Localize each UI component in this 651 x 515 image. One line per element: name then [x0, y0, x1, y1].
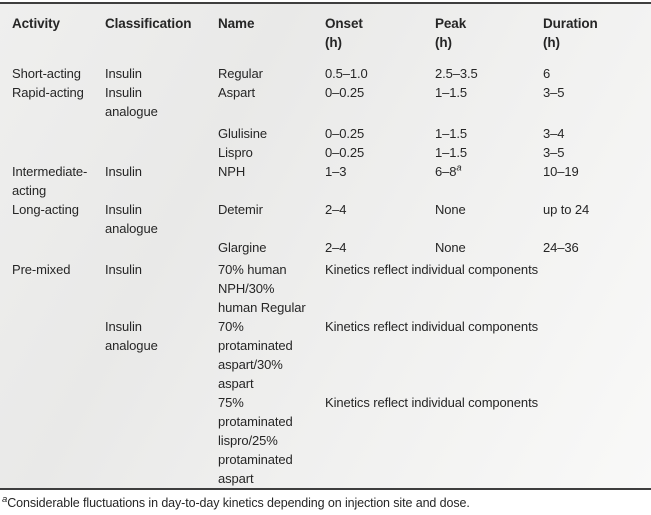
cell-classification: Insulin	[105, 66, 142, 81]
cell-name: 70% protaminated aspart/30% aspart	[218, 319, 293, 391]
cell-activity	[12, 317, 105, 393]
cell-name: Lispro	[218, 145, 253, 160]
col-header-duration: Duration (h)	[543, 16, 598, 50]
footnote-marker: a	[2, 493, 8, 505]
cell-name: Aspart	[218, 85, 255, 100]
cell-activity	[12, 143, 105, 162]
cell-activity: Intermediate- acting	[12, 164, 88, 198]
cell-activity	[12, 121, 105, 143]
col-header-activity: Activity	[12, 16, 60, 31]
cell-activity: Long-acting	[12, 202, 79, 217]
header-row: Activity Classification Name Onset (h) P…	[12, 4, 651, 64]
cell-onset: 0–0.25	[325, 85, 365, 100]
cell-activity	[12, 238, 105, 257]
cell-name: Detemir	[218, 202, 263, 217]
cell-peak: 6–8a	[435, 162, 543, 200]
cell-name: Regular	[218, 66, 263, 81]
cell-kinetics-note: Kinetics reflect individual components	[325, 262, 538, 277]
cell-peak: None	[435, 200, 543, 238]
cell-activity	[12, 393, 105, 488]
cell-duration: 10–19	[543, 164, 579, 179]
cell-peak: 1–1.5	[435, 121, 543, 143]
peak-footnote-marker: a	[456, 162, 462, 174]
cell-classification	[105, 393, 218, 488]
cell-name: 75% protaminated lispro/25% protaminated…	[218, 395, 293, 486]
cell-name: 70% human NPH/30% human Regular	[218, 262, 306, 315]
cell-name: Glulisine	[218, 126, 267, 141]
peak-value: 1–1.5	[435, 126, 468, 141]
table-footnote: aConsiderable fluctuations in day-to-day…	[2, 495, 651, 511]
peak-value: None	[435, 240, 466, 255]
table-row-glargine: Glargine 2–4 None 24–36	[12, 238, 651, 257]
cell-onset: 0–0.25	[325, 126, 365, 141]
cell-name: NPH	[218, 164, 246, 179]
table-row-premixed-aspart: Insulin analogue 70% protaminated aspart…	[12, 317, 651, 393]
cell-duration: 6	[543, 66, 551, 81]
table-row-aspart: Rapid-acting Insulin analogue Aspart 0–0…	[12, 83, 651, 121]
cell-onset: 1–3	[325, 164, 347, 179]
peak-value: 6–8	[435, 164, 457, 179]
table-row-premixed-lispro: 75% protaminated lispro/25% protaminated…	[12, 393, 651, 488]
insulin-kinetics-table-panel: Activity Classification Name Onset (h) P…	[0, 2, 651, 490]
cell-onset: 0–0.25	[325, 145, 365, 160]
insulin-kinetics-table: Activity Classification Name Onset (h) P…	[12, 4, 651, 488]
cell-duration: up to 24	[543, 202, 590, 217]
col-header-name: Name	[218, 16, 255, 31]
cell-kinetics-note: Kinetics reflect individual components	[325, 395, 538, 410]
cell-onset: 0.5–1.0	[325, 66, 368, 81]
cell-classification: Insulin	[105, 262, 142, 277]
table-row-glulisine: Glulisine 0–0.25 1–1.5 3–4	[12, 121, 651, 143]
cell-activity: Short-acting	[12, 66, 81, 81]
peak-value: None	[435, 202, 466, 217]
table-row-nph: Intermediate- acting Insulin NPH 1–3 6–8…	[12, 162, 651, 200]
cell-classification: Insulin analogue	[105, 319, 158, 353]
table-row-regular: Short-acting Insulin Regular 0.5–1.0 2.5…	[12, 64, 651, 83]
table-row-lispro: Lispro 0–0.25 1–1.5 3–5	[12, 143, 651, 162]
footnote-text: Considerable fluctuations in day-to-day …	[7, 496, 470, 510]
peak-value: 1–1.5	[435, 85, 468, 100]
cell-duration: 3–4	[543, 126, 565, 141]
cell-duration: 3–5	[543, 145, 565, 160]
cell-activity: Rapid-acting	[12, 85, 84, 100]
table-row-detemir: Long-acting Insulin analogue Detemir 2–4…	[12, 200, 651, 238]
cell-duration: 3–5	[543, 85, 565, 100]
cell-peak: 1–1.5	[435, 83, 543, 121]
cell-name: Glargine	[218, 240, 267, 255]
col-header-classification: Classification	[105, 16, 192, 31]
cell-classification: Insulin	[105, 164, 142, 179]
cell-onset: 2–4	[325, 240, 347, 255]
col-header-peak: Peak (h)	[435, 16, 467, 50]
cell-classification	[105, 121, 218, 143]
col-header-onset: Onset (h)	[325, 16, 363, 50]
cell-peak: 1–1.5	[435, 143, 543, 162]
cell-classification	[105, 143, 218, 162]
peak-value: 1–1.5	[435, 145, 468, 160]
cell-classification: Insulin analogue	[105, 202, 158, 236]
cell-classification	[105, 238, 218, 257]
cell-duration: 24–36	[543, 240, 579, 255]
cell-onset: 2–4	[325, 202, 347, 217]
table-row-premixed-human: Pre-mixed Insulin 70% human NPH/30% huma…	[12, 257, 651, 317]
cell-peak: 2.5–3.5	[435, 64, 543, 83]
peak-value: 2.5–3.5	[435, 66, 478, 81]
cell-kinetics-note: Kinetics reflect individual components	[325, 319, 538, 334]
cell-activity: Pre-mixed	[12, 262, 71, 277]
cell-peak: None	[435, 238, 543, 257]
cell-classification: Insulin analogue	[105, 85, 158, 119]
